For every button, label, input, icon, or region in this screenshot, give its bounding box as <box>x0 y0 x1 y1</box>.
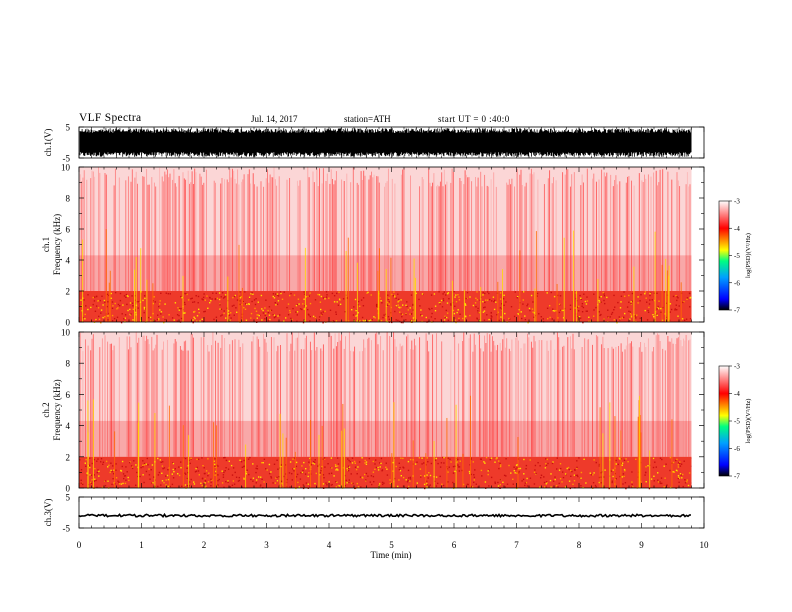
x-tick-label: 0 <box>77 540 82 550</box>
y-tick-label: 4 <box>66 421 71 431</box>
x-tick-label: 9 <box>639 540 644 550</box>
y-tick-label: 0 <box>66 484 71 494</box>
y-tick-label: 10 <box>61 328 71 338</box>
y-tick-label: 0 <box>66 318 71 328</box>
x-tick-label: 1 <box>139 540 144 550</box>
colorbar-label: log(PSD)(V²/Hz) <box>745 233 752 278</box>
spectrogram-bursts <box>87 395 673 488</box>
colorbar-tick-label: -4 <box>734 390 740 398</box>
colorbar-tick-label: -7 <box>734 307 740 315</box>
y-tick-label: 8 <box>66 359 71 369</box>
x-tick-label: 10 <box>700 540 710 550</box>
colorbar-label: log(PSD)(V²/Hz) <box>745 399 752 444</box>
y-tick-label: 10 <box>61 163 71 173</box>
x-tick-label: 3 <box>264 540 269 550</box>
colorbar-tick-label: -6 <box>734 445 740 453</box>
colorbar-tick-label: -4 <box>734 225 740 233</box>
colorbar <box>718 200 730 311</box>
date-label: Jul. 14, 2017 <box>251 114 298 124</box>
spectrogram-mid-band <box>79 420 692 457</box>
channel-label: ch.2 <box>41 402 51 417</box>
chart-title: VLF Spectra <box>79 112 142 124</box>
y-tick-label: 6 <box>66 225 71 235</box>
frequency-axis-label: Frequency (kHz) <box>52 379 62 440</box>
y-tick-label: 4 <box>66 256 71 266</box>
x-tick-label: 5 <box>389 540 394 550</box>
start-time-label: start UT = 0 :40:0 <box>438 114 510 124</box>
voltage-axis-label: ch.3(V) <box>43 499 53 527</box>
colorbar <box>718 365 730 477</box>
y-tick-label: 5 <box>66 493 71 503</box>
x-tick-label: 4 <box>327 540 332 550</box>
x-tick-label: 7 <box>514 540 519 550</box>
channel-label: ch.1 <box>41 237 51 252</box>
colorbar-tick-label: -5 <box>734 252 740 260</box>
x-axis-label: Time (min) <box>371 550 412 560</box>
y-tick-label: 2 <box>66 287 71 297</box>
y-tick-label: -5 <box>63 154 71 164</box>
y-tick-label: 5 <box>66 123 71 133</box>
x-tick-label: 6 <box>452 540 457 550</box>
y-tick-label: 6 <box>66 390 71 400</box>
colorbar-tick-label: -6 <box>734 279 740 287</box>
x-tick-label: 2 <box>202 540 207 550</box>
ch1-waveform <box>79 128 692 157</box>
ch3-waveform <box>78 512 691 519</box>
spectrogram-bursts <box>82 229 682 322</box>
y-tick-label: 8 <box>66 194 71 204</box>
y-tick-label: 2 <box>66 452 71 462</box>
x-tick-label: 8 <box>577 540 582 550</box>
spectrogram-mid-band <box>79 255 692 291</box>
frequency-axis-label: Frequency (kHz) <box>52 214 62 275</box>
voltage-axis-label: ch.1(V) <box>43 129 53 157</box>
y-tick-label: -5 <box>63 524 71 534</box>
colorbar-tick-label: -3 <box>734 198 740 206</box>
station-label: station=ATH <box>344 114 391 124</box>
colorbar-tick-label: -5 <box>734 418 740 426</box>
colorbar-tick-label: -7 <box>734 473 740 481</box>
spectrogram-streaks <box>79 167 691 291</box>
colorbar-tick-label: -3 <box>734 363 740 371</box>
